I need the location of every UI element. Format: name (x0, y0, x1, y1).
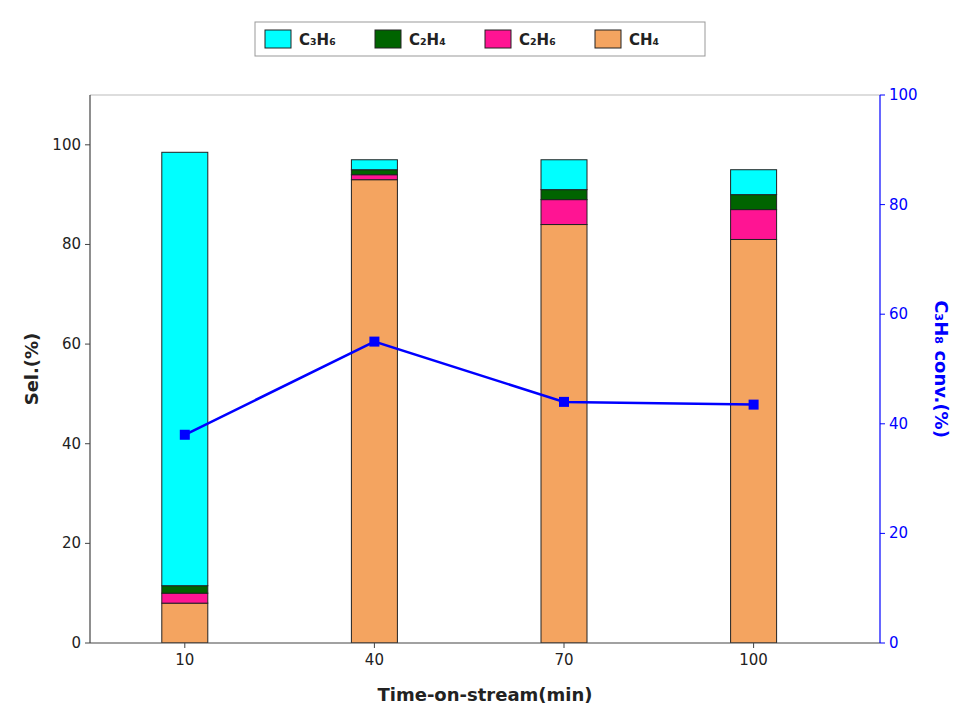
bar-segment (731, 170, 777, 195)
bar-segment (541, 225, 587, 643)
y2-tick-label: 20 (889, 524, 908, 542)
legend: C₃H₆ C₂H₄ C₂H₆ CH₄ (255, 22, 705, 56)
bar-segment (351, 170, 397, 175)
y2-tick (880, 533, 885, 534)
bar-segment (541, 190, 587, 200)
bar-segment (162, 593, 208, 603)
legend-swatch (485, 30, 511, 48)
y2-tick (880, 204, 885, 205)
bar-segment (162, 586, 208, 593)
conversion-line (185, 342, 754, 435)
y2-tick (880, 95, 885, 96)
x-axis-label: Time-on-stream(min) (377, 684, 592, 705)
y2-tick (880, 314, 885, 315)
legend-swatch (375, 30, 401, 48)
y-tick-label: 20 (62, 534, 81, 552)
y-tick (85, 244, 90, 245)
y-tick (85, 643, 90, 644)
legend-label: C₂H₆ (519, 31, 556, 49)
bar-segment (351, 180, 397, 643)
y-axis-label: Sel.(%) (21, 333, 42, 406)
x-tick-label: 10 (175, 651, 194, 669)
y-tick (85, 543, 90, 544)
y2-axis-line (879, 95, 880, 643)
x-tick-label: 70 (554, 651, 573, 669)
y-tick-label: 80 (62, 235, 81, 253)
plot-area (162, 152, 777, 643)
y-tick-label: 40 (62, 435, 81, 453)
y2-tick-label: 40 (889, 415, 908, 433)
line-marker (180, 430, 190, 440)
bar-segment (731, 210, 777, 240)
bar-segment (731, 195, 777, 210)
y2-tick-label: 0 (889, 634, 899, 652)
y-tick (85, 443, 90, 444)
bar-segment (541, 200, 587, 225)
x-tick (564, 643, 565, 648)
y-tick-label: 60 (62, 335, 81, 353)
bar-segment (162, 603, 208, 643)
y2-tick-label: 100 (889, 86, 918, 104)
line-marker (749, 400, 759, 410)
legend-swatch (595, 30, 621, 48)
x-tick-label: 100 (739, 651, 768, 669)
bar-segment (541, 160, 587, 190)
line-marker (559, 397, 569, 407)
y-tick (85, 144, 90, 145)
top-frame-line (90, 95, 880, 96)
y-tick (85, 344, 90, 345)
y-tick-label: 0 (71, 634, 81, 652)
y2-tick (880, 643, 885, 644)
legend-box (255, 22, 705, 56)
y2-axis-label: C₃H₈ conv.(%) (931, 300, 952, 438)
chart: 10 40 70 100 0 20 40 60 80 100 0 20 40 60 80 100 Time-on… (0, 0, 980, 723)
x-tick (753, 643, 754, 648)
legend-label: C₂H₄ (409, 31, 446, 49)
y2-tick (880, 423, 885, 424)
bar-segment (162, 152, 208, 585)
legend-swatch (265, 30, 291, 48)
y2-tick-label: 80 (889, 196, 908, 214)
bar-segment (731, 239, 777, 643)
line-marker (369, 337, 379, 347)
y2-tick-label: 60 (889, 305, 908, 323)
bar-segment (351, 160, 397, 170)
x-axis-line (90, 642, 880, 643)
x-tick-label: 40 (365, 651, 384, 669)
bar-segment (351, 175, 397, 180)
x-tick (374, 643, 375, 648)
y-axis-line (89, 95, 90, 643)
legend-label: C₃H₆ (299, 31, 336, 49)
y-tick-label: 100 (52, 136, 81, 154)
x-tick (184, 643, 185, 648)
legend-label: CH₄ (629, 31, 659, 49)
